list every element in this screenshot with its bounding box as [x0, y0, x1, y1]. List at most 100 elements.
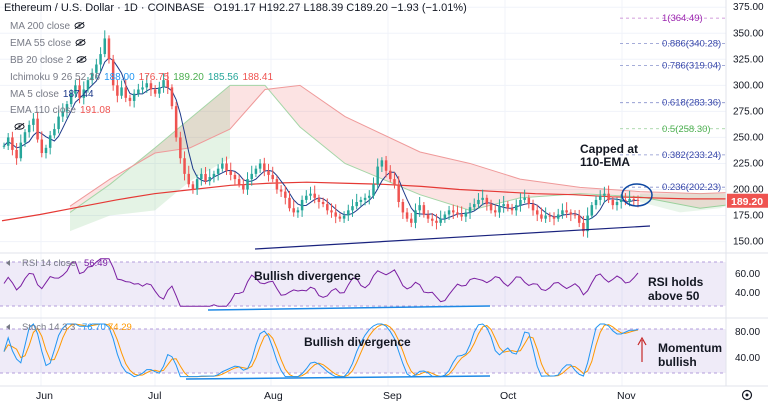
candle-body — [212, 173, 216, 177]
candle-body — [384, 160, 388, 171]
candle-body — [368, 195, 371, 198]
candle-body — [170, 87, 174, 107]
fib-label: 0.382(233.24) — [662, 150, 721, 161]
fib-label: 0.886(340.28) — [662, 38, 721, 49]
candle-body — [40, 139, 44, 154]
candle-body — [376, 166, 379, 185]
momentum-arrow-head — [637, 336, 647, 346]
rsi-line — [3, 258, 639, 307]
last-price-box — [727, 193, 768, 208]
price-tick: 150.00 — [733, 237, 764, 248]
price-tick: 250.00 — [733, 132, 764, 143]
candle-body — [615, 202, 619, 206]
senkou-span-a — [69, 84, 727, 213]
indicator-value: 191.08 — [79, 105, 111, 116]
annotation-stoch-divergence: Bullish divergence — [304, 335, 411, 349]
candle-body — [149, 83, 153, 90]
candle-body — [418, 205, 421, 211]
candle-body — [603, 193, 606, 196]
candle-body — [347, 210, 350, 216]
candle-body — [334, 212, 337, 217]
candle-body — [300, 199, 304, 211]
ema-110-line — [1, 181, 726, 222]
candle-body — [44, 147, 48, 154]
candle-body — [619, 199, 623, 202]
price-tick: 350.00 — [733, 28, 764, 39]
candle-body — [452, 210, 455, 213]
candle-body — [153, 89, 157, 94]
candle-body — [552, 216, 556, 219]
time-tick: Oct — [500, 390, 516, 402]
rsi-legend-label: RSI 14 close — [22, 258, 76, 269]
price-tick: 325.00 — [733, 54, 764, 65]
candle-body — [53, 129, 56, 136]
annotation-rsi-holds-2: above 50 — [648, 289, 700, 303]
candle-body — [237, 179, 241, 185]
candle-body — [565, 210, 568, 213]
candle-body — [351, 206, 354, 211]
candle-body — [99, 54, 102, 65]
eye-hidden-icon[interactable] — [76, 55, 87, 64]
rsi-tick: 40.00 — [735, 288, 760, 299]
eye-hidden-icon[interactable] — [14, 122, 25, 131]
candle-body — [523, 197, 526, 200]
candle-body — [468, 207, 472, 213]
candle-body — [103, 38, 107, 55]
stoch-divergence-line — [185, 375, 491, 380]
candle-body — [624, 199, 627, 202]
candle-body — [292, 208, 295, 213]
indicator-legend-row[interactable]: EMA 110 close 191.08 — [10, 104, 111, 117]
fib-label: 0.5(258.30) — [662, 124, 711, 135]
indicator-legend-row[interactable]: MA 200 close — [10, 20, 85, 33]
candle-body — [527, 197, 531, 205]
candle-body — [200, 173, 203, 180]
time-tick: Aug — [264, 390, 283, 402]
indicator-legend-row[interactable]: BB 20 close 2 — [10, 54, 87, 67]
candle-body — [120, 87, 123, 96]
candle-body — [544, 215, 547, 219]
candle-body — [69, 93, 73, 105]
collapse-icon — [6, 324, 10, 330]
candle-body — [506, 204, 510, 209]
candle-body — [195, 179, 199, 190]
indicator-legend-row[interactable]: EMA 55 close — [10, 37, 86, 50]
indicator-value: 187.44 — [62, 89, 94, 100]
support-trendline — [254, 225, 651, 250]
eye-hidden-icon[interactable] — [75, 38, 86, 47]
candle-body — [158, 87, 161, 94]
indicator-legend-row[interactable] — [10, 121, 25, 134]
time-tick: Jun — [36, 390, 53, 402]
candle-body — [179, 137, 182, 159]
time-tick: Nov — [617, 390, 636, 402]
senkou-span-b — [69, 84, 727, 207]
symbol-title[interactable]: Ethereum / U.S. Dollar · 1D · COINBASE — [4, 2, 205, 14]
rsi-band — [0, 262, 726, 306]
candle-body — [519, 199, 522, 206]
indicator-legend-row[interactable]: MA 5 close 187.44 — [10, 88, 94, 101]
candle-body — [284, 191, 287, 198]
rsi-pane — [0, 252, 768, 311]
candle-body — [313, 193, 316, 198]
fib-label: 0.236(202.23) — [662, 182, 721, 193]
candle-body — [632, 198, 636, 200]
candle-body — [540, 214, 543, 219]
candle-body — [225, 163, 228, 171]
candle-body — [86, 80, 90, 90]
candle-body — [426, 214, 430, 219]
indicator-legend-row[interactable]: Ichimoku 9 26 52 26 188.00 176.75 189.20 185… — [10, 71, 273, 84]
candle-body — [221, 163, 224, 169]
candle-body — [393, 179, 396, 185]
candle-body — [2, 145, 6, 147]
eye-hidden-icon[interactable] — [74, 21, 85, 30]
candle-body — [15, 149, 18, 159]
candle-body — [267, 170, 270, 175]
annotation-rsi-divergence: Bullish divergence — [254, 269, 361, 283]
price-tick: 275.00 — [733, 106, 764, 117]
ema-cap-ellipse — [621, 183, 653, 207]
candle-body — [296, 210, 300, 213]
candle-body — [594, 199, 598, 206]
fib-label: 0.786(319.04) — [662, 61, 721, 72]
candle-body — [124, 87, 128, 98]
stoch-pane — [0, 317, 768, 380]
